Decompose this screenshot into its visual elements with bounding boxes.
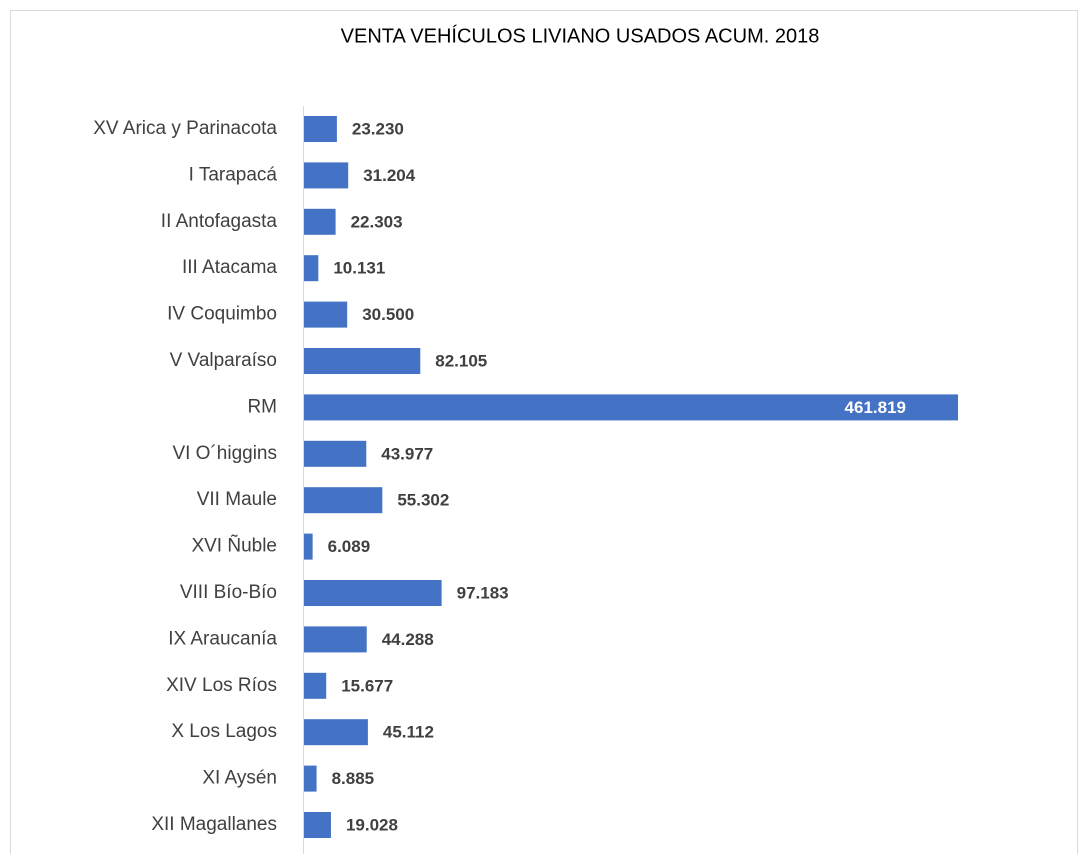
bar — [304, 765, 317, 792]
bar — [304, 533, 313, 560]
y-tick-label: XVI Ñuble — [191, 535, 277, 557]
data-label: 97.183 — [457, 583, 509, 602]
bar — [304, 348, 421, 374]
bar — [304, 301, 348, 328]
data-label: 10.131 — [333, 259, 385, 278]
bar — [304, 626, 367, 653]
bar — [304, 208, 336, 235]
bar — [304, 162, 349, 189]
y-tick-label: XI Aysén — [202, 768, 277, 789]
data-label: 55.302 — [397, 491, 449, 510]
bar — [304, 487, 383, 514]
data-label: 461.819 — [845, 398, 906, 417]
data-label: 19.028 — [346, 815, 398, 834]
data-label: 23.230 — [352, 119, 404, 138]
bar — [304, 719, 368, 746]
data-label: 45.112 — [383, 723, 434, 742]
y-tick-label: IV Coquimbo — [167, 304, 277, 325]
bar — [304, 116, 337, 142]
y-tick-label: VII Maule — [197, 489, 277, 510]
y-tick-label: X Los Lagos — [171, 721, 277, 742]
chart-border — [10, 10, 1078, 854]
bar — [304, 672, 327, 699]
y-tick-label: VIII Bío-Bío — [180, 582, 277, 603]
y-tick-label: V Valparaíso — [170, 350, 277, 371]
y-tick-label: II Antofagasta — [161, 211, 278, 232]
data-label: 8.885 — [332, 769, 375, 788]
bar — [304, 255, 319, 282]
y-tick-label: XII Magallanes — [151, 814, 277, 835]
y-tick-label: XV Arica y Parinacota — [93, 118, 277, 139]
bar — [304, 394, 958, 421]
y-tick-label: III Atacama — [182, 257, 277, 278]
data-label: 6.089 — [328, 537, 371, 556]
data-label: 43.977 — [381, 444, 433, 463]
data-label: 31.204 — [363, 166, 416, 185]
chart-title: VENTA VEHÍCULOS LIVIANO USADOS ACUM. 201… — [341, 24, 820, 47]
bar — [304, 440, 367, 467]
data-label: 30.500 — [362, 305, 414, 324]
data-label: 22.303 — [351, 212, 403, 231]
y-tick-label: VI O´higgins — [172, 443, 277, 464]
data-label: 15.677 — [341, 676, 393, 695]
y-tick-label: IX Araucanía — [168, 628, 277, 649]
y-tick-label: XIV Los Ríos — [166, 675, 277, 696]
bar — [304, 812, 331, 838]
data-label: 82.105 — [435, 351, 487, 370]
y-tick-label: I Tarapacá — [189, 164, 278, 185]
bar — [304, 580, 442, 606]
y-tick-label: RM — [247, 396, 277, 417]
data-label: 44.288 — [382, 630, 434, 649]
